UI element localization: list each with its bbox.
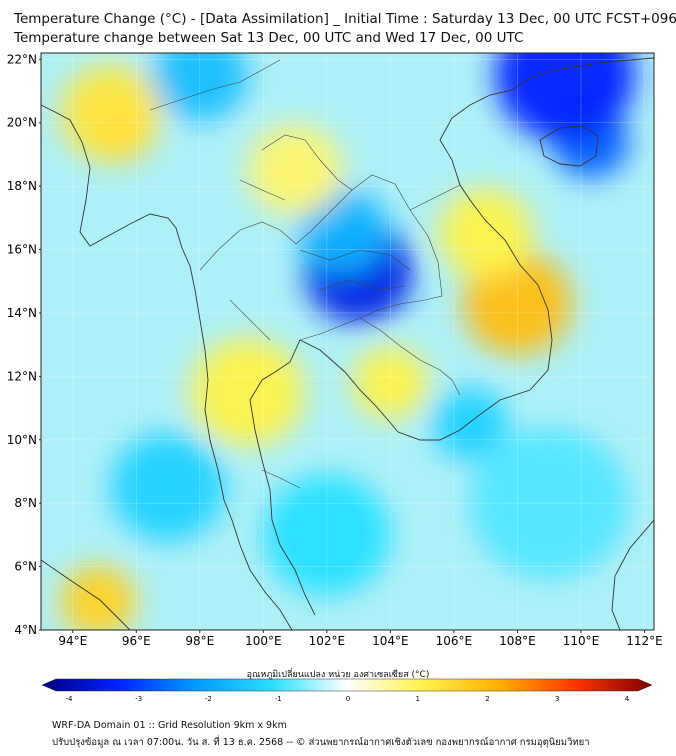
colorbar-tick-label: -3 (135, 695, 142, 703)
colorbar-tick-label: 3 (555, 695, 559, 703)
lon-tick-label: 112°E (626, 634, 663, 648)
lon-tick-label: 100°E (245, 634, 282, 648)
lat-tick-label: 14°N (7, 306, 37, 320)
lat-tick-label: 12°N (7, 369, 37, 383)
field-anomaly-16 (431, 387, 508, 461)
lat-tick-label: 10°N (7, 433, 37, 447)
lon-tick-label: 98°E (185, 634, 214, 648)
field-anomaly-9 (190, 337, 305, 447)
field-anomaly-8 (495, 53, 635, 142)
field-anomaly-4 (298, 188, 388, 273)
field-anomaly-14 (469, 427, 629, 579)
colorbar-tick-label: -4 (66, 695, 74, 703)
field-anomaly-13 (263, 474, 391, 596)
lon-tick-label: 102°E (309, 634, 346, 648)
cambodia-coastline (299, 339, 399, 433)
malaysia-coastline (231, 519, 293, 630)
chart-subtitle: Temperature change between Sat 13 Dec, 0… (14, 30, 524, 46)
colorbar-tick-label: 4 (625, 695, 630, 703)
latitude-labels: 22°N 20°N 18°N 16°N 14°N 12°N 10°N 8°N 6°N 4°N (7, 52, 41, 637)
borders-layer (149, 59, 461, 489)
colorbar-tick-label: -1 (275, 695, 282, 703)
coastline-layer (41, 57, 654, 630)
footer-credit: ปรับปรุงข้อมูล ณ เวลา 07:00น. วัน ส. ที่… (52, 737, 590, 748)
china-coastline (511, 57, 654, 91)
field-anomaly-1 (60, 64, 162, 162)
province-lines (229, 179, 411, 341)
longitude-labels: 94°E 96°E 98°E 100°E 102°E 104°E 106°E 108°E 110… (58, 630, 663, 648)
field-anomaly-6 (438, 188, 534, 279)
lat-tick-label: 16°N (7, 243, 37, 257)
lon-tick-label: 96°E (122, 634, 151, 648)
lon-tick-label: 104°E (372, 634, 409, 648)
hainan-coastline (539, 125, 599, 167)
lon-tick-label: 94°E (58, 634, 87, 648)
lat-tick-label: 6°N (14, 560, 37, 574)
myanmar-coastline (41, 104, 233, 521)
lat-tick-label: 4°N (14, 623, 37, 637)
myanmar-border (149, 59, 281, 111)
temperature-field (60, 53, 635, 630)
colorbar-tick-label: 2 (485, 695, 489, 703)
colorbar-label: อุณหภูมิเปลี่ยนแปลง หน่วย องศาเซลเซียส (… (246, 670, 430, 680)
map-frame (40, 52, 655, 631)
chart-title: Temperature Change (°C) - [Data Assimila… (14, 11, 676, 27)
field-anomaly-12 (110, 433, 226, 542)
thailand-border (199, 174, 443, 341)
vietnam-coastline (397, 89, 553, 441)
lat-tick-label: 22°N (7, 52, 37, 66)
lat-tick-label: 18°N (7, 179, 37, 193)
lon-tick-label: 108°E (499, 634, 536, 648)
lat-tick-label: 8°N (14, 496, 37, 510)
colorbar-tick-label: -2 (205, 695, 212, 703)
colorbar-tick-label: 0 (346, 695, 350, 703)
lon-tick-label: 110°E (563, 634, 600, 648)
colorbar: -4 -3 -2 -1 0 1 2 3 4 (41, 678, 653, 703)
gulf-coastline (249, 339, 316, 616)
laos-border (261, 134, 461, 211)
field-anomaly-11 (247, 125, 343, 216)
malaysia-border (261, 469, 301, 489)
field-anomaly-2 (60, 565, 137, 630)
field-anomaly-15 (152, 53, 248, 121)
borneo-coastline (611, 519, 654, 630)
lon-tick-label: 106°E (436, 634, 473, 648)
colorbar-tick-label: 1 (416, 695, 420, 703)
footer-model-info: WRF-DA Domain 01 :: Grid Resolution 9km … (52, 720, 287, 731)
lat-tick-label: 20°N (7, 116, 37, 130)
colorbar-ticks: -4 -3 -2 -1 0 1 2 3 4 (66, 695, 630, 703)
sumatra-coastline (41, 559, 131, 630)
cambodia-border (359, 317, 461, 396)
colorbar-ramp (41, 678, 653, 692)
